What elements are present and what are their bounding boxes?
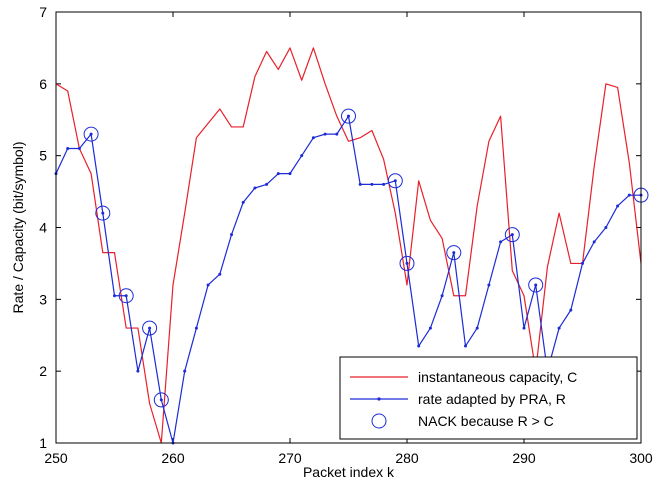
rate-point xyxy=(66,146,70,150)
legend-box xyxy=(339,356,638,440)
rate-point xyxy=(183,369,187,373)
nack-marker xyxy=(528,277,544,293)
nack-marker xyxy=(446,245,462,261)
plot-frame xyxy=(55,11,642,444)
x-tick-label: 260 xyxy=(161,450,185,466)
nack-marker xyxy=(387,173,403,189)
rate-point xyxy=(510,233,514,237)
y-tick-label: 5 xyxy=(39,148,47,164)
x-tick-label: 290 xyxy=(512,450,536,466)
rate-point xyxy=(440,294,444,298)
rate-point xyxy=(382,182,386,186)
tick-labels-layer: 250 260 270 280 290 300 1 2 3 4 5 6 7 xyxy=(39,4,653,466)
rate-point xyxy=(581,261,584,265)
rate-point xyxy=(136,369,140,373)
nack-marker xyxy=(504,227,520,243)
y-axis-title: Rate / Capacity (bit/symbol) xyxy=(10,142,26,314)
rate-point xyxy=(148,326,152,330)
legend-capacity-label: instantaneous capacity, C xyxy=(418,369,577,385)
rate-point xyxy=(347,114,350,118)
rate-point xyxy=(604,226,608,229)
legend-rate-marker xyxy=(377,397,381,401)
nack-marker xyxy=(83,126,99,142)
rate-point xyxy=(370,182,374,186)
nack-marker xyxy=(341,108,356,124)
rate-point xyxy=(428,326,432,330)
rate-point xyxy=(592,240,596,244)
rate-point xyxy=(522,326,526,330)
rate-point xyxy=(569,308,573,312)
rate-point xyxy=(627,193,631,197)
rate-point xyxy=(335,132,339,136)
rate-point xyxy=(393,179,397,183)
rate-point xyxy=(464,344,467,348)
nack-marker xyxy=(153,392,169,408)
rate-point xyxy=(311,136,315,140)
rate-point xyxy=(89,132,93,136)
rate-point xyxy=(534,283,538,287)
nack-marker xyxy=(118,288,134,304)
rate-point xyxy=(288,172,292,176)
rate-point xyxy=(452,251,456,255)
nack-marker xyxy=(95,205,111,221)
x-tick-label: 300 xyxy=(629,450,653,466)
rate-point xyxy=(113,294,116,298)
rate-point xyxy=(557,326,561,330)
rate-point xyxy=(487,283,491,287)
rate-point xyxy=(276,172,280,176)
rate-point xyxy=(218,272,222,276)
rate-point xyxy=(101,211,105,215)
rate-point xyxy=(405,261,409,265)
rate-point xyxy=(241,200,245,204)
y-tick-label: 1 xyxy=(39,435,47,451)
rate-point xyxy=(77,146,81,150)
x-tick-label: 280 xyxy=(395,450,419,466)
rate-point xyxy=(358,182,362,186)
capacity-series-line xyxy=(55,47,642,444)
rate-point xyxy=(230,233,233,237)
legend-rate-label: rate adapted by PRA, R xyxy=(418,391,566,407)
x-tick-label: 270 xyxy=(278,450,302,466)
x-axis-title: Packet index k xyxy=(303,464,395,480)
x-tick-label: 250 xyxy=(44,450,68,466)
rate-point xyxy=(300,154,304,158)
nack-marker xyxy=(399,255,415,271)
y-tick-label: 4 xyxy=(39,220,47,236)
rate-point xyxy=(475,326,479,330)
series-layer xyxy=(54,47,649,445)
rate-point xyxy=(206,283,210,287)
legend-nack-marker xyxy=(371,413,387,429)
rate-point xyxy=(253,186,257,190)
rate-point xyxy=(323,132,327,136)
rate-point xyxy=(194,326,198,330)
rate-point xyxy=(616,204,620,208)
rate-point xyxy=(499,240,503,244)
nack-marker xyxy=(142,320,158,336)
y-tick-label: 7 xyxy=(39,4,47,20)
y-tick-label: 6 xyxy=(39,76,47,92)
rate-point xyxy=(159,398,163,402)
y-tick-label: 3 xyxy=(39,291,47,307)
rate-point xyxy=(124,294,128,298)
y-tick-label: 2 xyxy=(39,363,47,379)
rate-point xyxy=(265,182,269,186)
legend: instantaneous capacity, C rate adapted b… xyxy=(339,356,638,440)
legend-nack-label: NACK because R > C xyxy=(418,413,554,429)
rate-point xyxy=(417,344,421,348)
